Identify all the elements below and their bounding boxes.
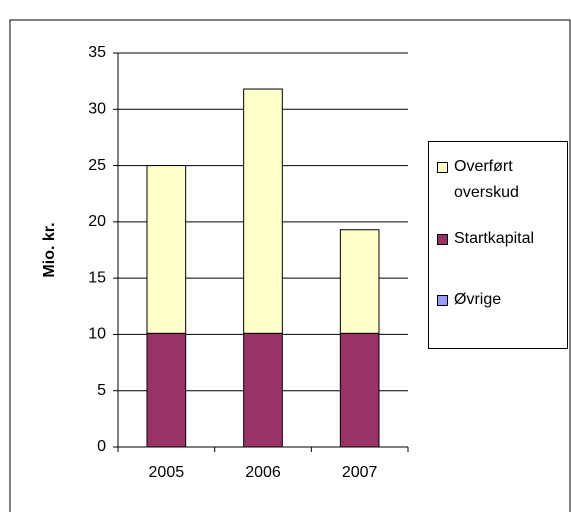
y-tick-label: 5 <box>97 382 106 399</box>
bar-segment <box>243 332 283 448</box>
legend: Overført overskud Startkapital Øvrige <box>428 141 568 349</box>
bar-segment <box>339 332 380 448</box>
bar-segment <box>146 165 187 334</box>
bar-segment <box>339 229 380 334</box>
y-tick-label: 30 <box>88 101 106 118</box>
legend-item: Overført overskud <box>437 154 567 206</box>
y-tick-label: 10 <box>88 326 106 343</box>
legend-swatch <box>437 295 448 306</box>
bar-segment <box>146 332 187 448</box>
legend-label: Øvrige <box>454 291 502 308</box>
bar-segment <box>243 88 283 334</box>
y-tick-label: 15 <box>88 269 106 286</box>
x-tick-label: 2007 <box>342 464 378 481</box>
y-tick-label: 20 <box>88 213 106 230</box>
legend-item: Startkapital <box>437 226 567 252</box>
x-tick-label: 2005 <box>149 464 185 481</box>
legend-label: Overført overskud <box>454 158 519 201</box>
legend-label: Startkapital <box>454 230 535 247</box>
x-tick-label: 2006 <box>245 464 281 481</box>
y-axis-label: Mio. kr. <box>41 222 58 277</box>
legend-swatch <box>437 234 448 245</box>
legend-item: Øvrige <box>437 287 567 313</box>
legend-swatch <box>437 162 448 173</box>
y-tick-label: 25 <box>88 157 106 174</box>
y-tick-label: 35 <box>88 44 106 61</box>
y-tick-label: 0 <box>97 438 106 455</box>
